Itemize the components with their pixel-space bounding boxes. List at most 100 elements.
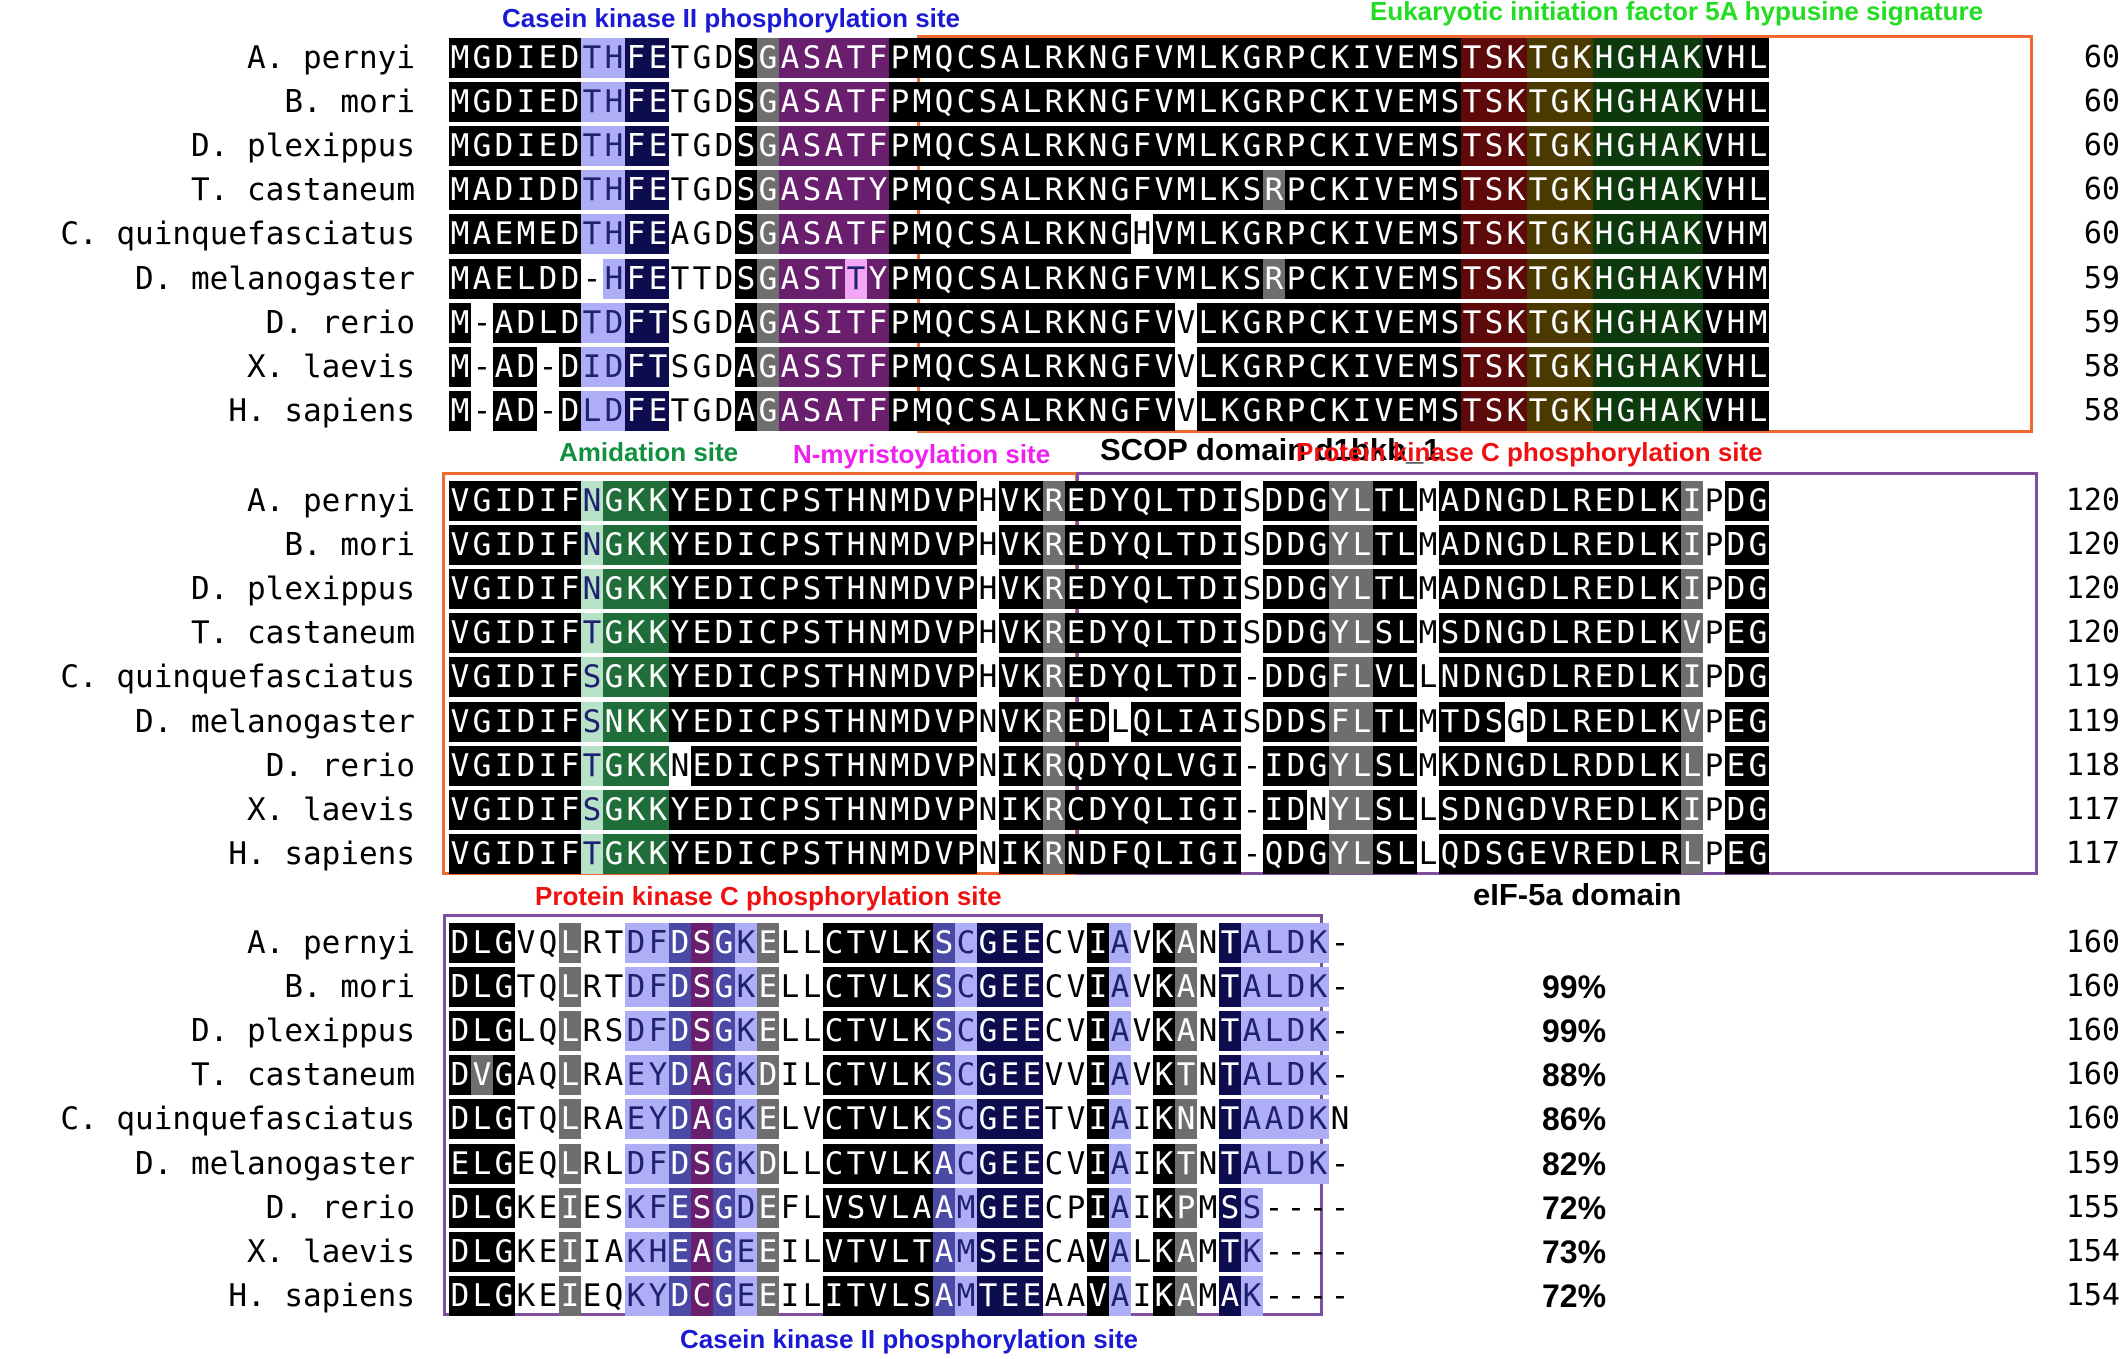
position-number: 117 <box>2065 791 2120 827</box>
residue: K <box>1065 170 1087 211</box>
residue: C <box>1307 346 1329 387</box>
residue: E <box>757 1231 779 1272</box>
residue: S <box>1373 833 1395 874</box>
residue: E <box>757 1011 779 1052</box>
residue: V <box>867 1143 889 1184</box>
residue: V <box>449 833 471 874</box>
species-label: B. mori <box>284 84 415 121</box>
residue: D <box>713 745 735 786</box>
residue: L <box>1549 701 1571 742</box>
residue: M <box>449 126 471 167</box>
residue: A <box>1659 302 1681 343</box>
residue: D <box>669 923 691 963</box>
residue: D <box>1263 525 1285 566</box>
residue: E <box>1021 923 1043 963</box>
residue: L <box>1351 789 1373 830</box>
residue: Q <box>933 38 955 78</box>
residue: K <box>1571 214 1593 255</box>
residue: V <box>867 1187 889 1228</box>
residue: D <box>714 260 734 297</box>
species-label: D. melanogaster <box>135 703 415 740</box>
residue: T <box>1527 170 1549 211</box>
residue: K <box>625 1275 647 1316</box>
residue: T <box>1461 346 1483 387</box>
residue: P <box>1285 82 1307 123</box>
residue: E <box>1593 789 1615 830</box>
residue: V <box>802 1101 822 1138</box>
residue: A <box>1109 1099 1131 1140</box>
residue: H <box>845 833 867 874</box>
residue: T <box>647 346 669 387</box>
residue: T <box>1527 82 1549 123</box>
residue: E <box>999 1055 1021 1096</box>
residue: L <box>559 923 581 963</box>
residue: D <box>515 346 537 387</box>
residue: D <box>1285 967 1307 1008</box>
residue: - <box>472 304 492 341</box>
residue: N <box>867 701 889 742</box>
residue: L <box>1263 1011 1285 1052</box>
residue: E <box>647 170 669 211</box>
residue: A <box>1241 1099 1263 1140</box>
residue: K <box>625 1231 647 1272</box>
residue: E <box>1725 701 1747 742</box>
residue: G <box>713 923 735 963</box>
residue: S <box>1439 613 1461 654</box>
residue: P <box>955 525 977 566</box>
residue: S <box>1242 703 1262 740</box>
residue: T <box>823 258 845 299</box>
residue: L <box>515 258 537 299</box>
residue: T <box>1044 1101 1064 1138</box>
residue: H <box>978 659 998 696</box>
residue: Y <box>669 569 691 610</box>
species-label: A. pernyi <box>247 925 415 961</box>
residue: P <box>1704 615 1724 652</box>
residue: H <box>845 657 867 698</box>
residue: A <box>823 38 845 78</box>
residue: S <box>691 923 713 963</box>
residue: R <box>1263 170 1285 211</box>
residue: V <box>1549 789 1571 830</box>
residue: V <box>1373 657 1395 698</box>
residue: D <box>559 126 581 167</box>
position-number: 60 <box>2083 172 2120 208</box>
residue: G <box>1307 525 1329 566</box>
residue: F <box>1131 82 1153 123</box>
residue: K <box>1307 1143 1329 1184</box>
residue: G <box>1615 38 1637 78</box>
residue: F <box>1131 302 1153 343</box>
residue: - <box>1308 1233 1328 1270</box>
residue: E <box>538 1277 558 1314</box>
residue: G <box>692 40 712 76</box>
residue: P <box>889 390 911 431</box>
residue: D <box>669 967 691 1008</box>
residue: P <box>955 481 977 521</box>
residue: K <box>647 613 669 654</box>
species-label: X. laevis <box>247 1233 415 1270</box>
residue: A <box>1659 170 1681 211</box>
residue: G <box>977 1143 999 1184</box>
residue: H <box>1637 82 1659 123</box>
residue: I <box>1219 525 1241 566</box>
residue: H <box>1593 390 1615 431</box>
residue: K <box>1681 214 1703 255</box>
residue: L <box>1021 170 1043 211</box>
residue: G <box>1615 82 1637 123</box>
residue: M <box>1417 302 1439 343</box>
residue: A <box>779 258 801 299</box>
residue: E <box>537 126 559 167</box>
residue: H <box>603 38 625 78</box>
residue: L <box>1549 569 1571 610</box>
residue: R <box>1043 214 1065 255</box>
residue: A <box>1197 701 1219 742</box>
residue: I <box>493 657 515 698</box>
residue: S <box>735 214 757 255</box>
residue: G <box>1615 346 1637 387</box>
residue: R <box>1043 302 1065 343</box>
residue: M <box>955 1187 977 1228</box>
residue: H <box>1593 214 1615 255</box>
residue: D <box>1285 1055 1307 1096</box>
residue: I <box>1175 789 1197 830</box>
residue: L <box>1747 126 1769 167</box>
residue: D <box>1725 525 1747 566</box>
